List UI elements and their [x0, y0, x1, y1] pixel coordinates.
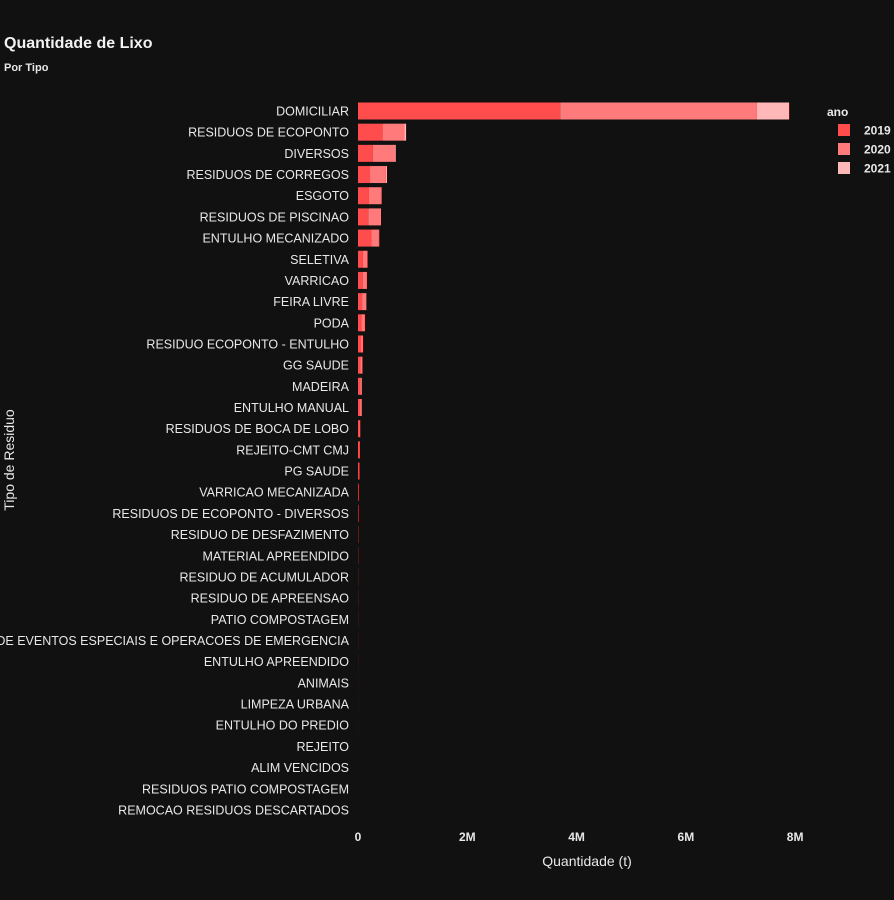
- category-label: REMOCAO RESIDUOS DESCARTADOS: [118, 803, 349, 817]
- category-label: ENTULHO APREENDIDO: [204, 655, 349, 669]
- bar-segment-2021[interactable]: [380, 208, 381, 226]
- category-label: E DE EVENTOS ESPECIAIS E OPERACOES DE EM…: [0, 634, 350, 648]
- category-label: ALIM VENCIDOS: [251, 761, 349, 775]
- category-label: DIVERSOS: [284, 147, 349, 161]
- bars-group: [358, 102, 790, 819]
- x-tick-label: 8M: [787, 830, 804, 844]
- chart-subtitle: Por Tipo: [4, 62, 49, 74]
- bar-segment-2020[interactable]: [362, 271, 367, 289]
- bar-segment-2019[interactable]: [358, 102, 561, 120]
- category-label: RESIDUO DE DESFAZIMENTO: [171, 528, 350, 542]
- bar-segment-2019[interactable]: [358, 377, 361, 395]
- category-label: VARRICAO: [285, 274, 350, 288]
- legend-swatch-2021[interactable]: [838, 162, 850, 174]
- category-labels: DOMICILIAR RESIDUOS DE ECOPONTO DIVERSOS RE…: [0, 105, 350, 818]
- category-label: RESIDUOS PATIO COMPOSTAGEM: [142, 782, 349, 796]
- bar-segment-2019[interactable]: [358, 166, 371, 184]
- category-label: MATERIAL APREENDIDO: [202, 549, 349, 563]
- bar-segment-2020[interactable]: [362, 293, 367, 311]
- bar-segment-2021[interactable]: [380, 187, 382, 205]
- category-label: PODA: [314, 316, 350, 330]
- bar-segment-2020[interactable]: [382, 123, 405, 141]
- category-label: VARRICAO MECANIZADA: [199, 486, 349, 500]
- bar-segment-2019[interactable]: [358, 399, 361, 417]
- legend-swatch-2019[interactable]: [838, 124, 850, 136]
- bar-segment-2020[interactable]: [359, 441, 360, 459]
- bar-segment-2021[interactable]: [385, 166, 387, 184]
- category-label: REJEITO-CMT CMJ: [236, 443, 349, 457]
- bar-segment-2020[interactable]: [372, 144, 395, 162]
- legend-label-2020[interactable]: 2020: [864, 143, 891, 157]
- category-label: ENTULHO DO PREDIO: [216, 719, 350, 733]
- category-label: RESIDUOS DE ECOPONTO: [188, 126, 349, 140]
- bar-segment-2019[interactable]: [358, 462, 359, 480]
- category-label: LIMPEZA URBANA: [241, 698, 350, 712]
- bar-segment-2021[interactable]: [394, 144, 396, 162]
- category-label: DOMICILIAR: [276, 105, 349, 119]
- bar-segment-2020[interactable]: [361, 314, 365, 332]
- category-label: PATIO COMPOSTAGEM: [211, 613, 349, 627]
- legend-swatch-2020[interactable]: [838, 143, 850, 155]
- category-label: ESGOTO: [296, 189, 350, 203]
- bar-segment-2020[interactable]: [368, 208, 381, 226]
- category-label: FEIRA LIVRE: [273, 295, 349, 309]
- category-label: ANIMAIS: [298, 676, 349, 690]
- bar-segment-2020[interactable]: [360, 377, 362, 395]
- bar-segment-2020[interactable]: [560, 102, 757, 120]
- category-label: ENTULHO MECANIZADO: [202, 232, 349, 246]
- y-axis-title: Tipo de Residuo: [1, 409, 17, 511]
- bar-segment-2019[interactable]: [358, 441, 360, 459]
- legend-label-2019[interactable]: 2019: [864, 124, 891, 138]
- x-tick-label: 0: [355, 830, 362, 844]
- bar-segment-2020[interactable]: [362, 250, 368, 268]
- bar-segment-2019[interactable]: [358, 208, 369, 226]
- bar-segment-2019[interactable]: [358, 356, 361, 374]
- category-label: SELETIVA: [290, 253, 349, 267]
- x-tick-label: 2M: [459, 830, 476, 844]
- bar-segment-2019[interactable]: [358, 314, 362, 332]
- bar-segment-2021[interactable]: [404, 123, 407, 141]
- bar-segment-2020[interactable]: [359, 420, 361, 438]
- category-label: RESIDUOS DE PISCINAO: [200, 210, 350, 224]
- bar-segment-2019[interactable]: [358, 250, 363, 268]
- bar-segment-2020[interactable]: [361, 335, 363, 353]
- legend-label-2021[interactable]: 2021: [864, 162, 891, 176]
- bar-segment-2020[interactable]: [358, 462, 360, 480]
- bar-segment-2021[interactable]: [756, 102, 790, 120]
- category-label: RESIDUOS DE BOCA DE LOBO: [166, 422, 350, 436]
- category-label: RESIDUO DE APREENSAO: [191, 592, 350, 606]
- bar-segment-2019[interactable]: [358, 123, 383, 141]
- bar-segment-2020[interactable]: [370, 166, 386, 184]
- category-label: RESIDUOS DE CORREGOS: [186, 168, 349, 182]
- bar-segment-2019[interactable]: [358, 229, 372, 247]
- category-label: RESIDUO DE ACUMULADOR: [180, 570, 349, 584]
- bar-segment-2020[interactable]: [371, 229, 379, 247]
- category-label: PG SAUDE: [284, 465, 349, 479]
- bar-segment-2020[interactable]: [368, 187, 381, 205]
- bar-segment-2019[interactable]: [358, 187, 369, 205]
- bar-segment-2019[interactable]: [358, 420, 360, 438]
- category-label: RESIDUOS DE ECOPONTO - DIVERSOS: [112, 507, 349, 521]
- x-axis-title: Quantidade (t): [542, 853, 632, 869]
- x-tick-label: 6M: [678, 830, 695, 844]
- category-label: MADEIRA: [292, 380, 350, 394]
- category-label: ENTULHO MANUAL: [234, 401, 349, 415]
- x-axis-ticks: 0 2M 4M 6M 8M: [355, 830, 804, 844]
- bar-segment-2019[interactable]: [358, 271, 363, 289]
- category-label: REJEITO: [296, 740, 349, 754]
- bar-segment-2020[interactable]: [360, 399, 362, 417]
- legend-title: ano: [827, 105, 848, 119]
- bar-segment-2020[interactable]: [360, 356, 363, 374]
- x-tick-label: 4M: [568, 830, 585, 844]
- bar-segment-2019[interactable]: [358, 293, 363, 311]
- category-label: GG SAUDE: [283, 359, 349, 373]
- bar-segment-2019[interactable]: [358, 335, 362, 353]
- bar-segment-2019[interactable]: [358, 144, 373, 162]
- chart-title: Quantidade de Lixo: [4, 35, 153, 52]
- category-label: RESIDUO ECOPONTO - ENTULHO: [146, 337, 349, 351]
- legend: ano 2019 2020 2021: [827, 105, 891, 176]
